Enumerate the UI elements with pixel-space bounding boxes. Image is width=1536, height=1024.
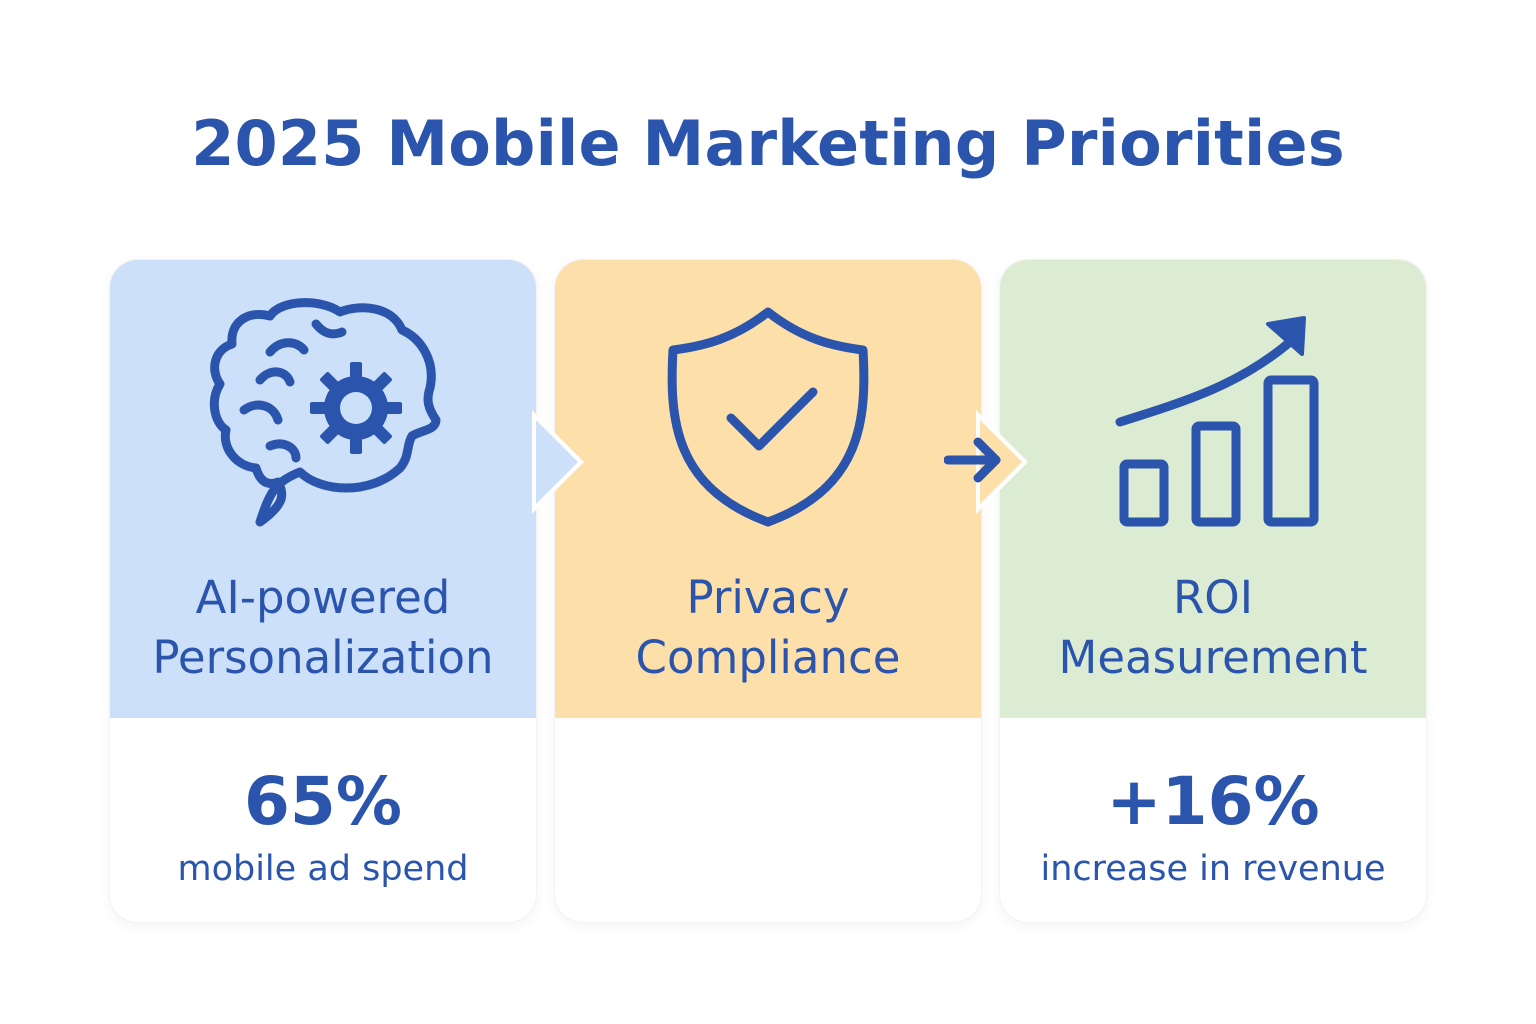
card-label-line1: ROI <box>1173 571 1253 624</box>
stat-value: 65% <box>244 763 402 840</box>
card-label: Privacy Compliance <box>555 568 981 688</box>
chevron-connector <box>532 410 584 514</box>
card-header: AI-powered Personalization <box>110 260 536 718</box>
stat-caption: increase in revenue <box>1040 849 1386 889</box>
card-stat: +16% increase in revenue <box>1000 718 1426 922</box>
shield-check-icon <box>555 260 981 550</box>
bar-chart-growth-icon <box>1000 260 1426 550</box>
brain-gear-icon <box>110 260 536 550</box>
card-label: AI-powered Personalization <box>110 568 536 688</box>
card-stat: 65% mobile ad spend <box>110 718 536 922</box>
card-label-line2: Personalization <box>152 631 494 684</box>
page-title: 2025 Mobile Marketing Priorities <box>191 107 1345 180</box>
card-header: Privacy Compliance <box>555 260 981 718</box>
card-roi-measurement: ROI Measurement +16% increase in revenue <box>1000 260 1426 922</box>
card-label: ROI Measurement <box>1000 568 1426 688</box>
card-label-line2: Measurement <box>1058 631 1368 684</box>
card-stat <box>555 718 981 922</box>
card-header: ROI Measurement <box>1000 260 1426 718</box>
stat-caption: mobile ad spend <box>177 849 469 889</box>
card-label-line2: Compliance <box>635 631 901 684</box>
card-ai-personalization: AI-powered Personalization 65% mobile ad… <box>110 260 536 922</box>
stat-value: +16% <box>1106 763 1320 840</box>
card-privacy-compliance: Privacy Compliance <box>555 260 981 922</box>
arrow-right-icon <box>944 437 1001 483</box>
card-label-line1: Privacy <box>686 571 850 624</box>
chevron-connector <box>976 410 1028 514</box>
card-label-line1: AI-powered <box>195 571 451 624</box>
